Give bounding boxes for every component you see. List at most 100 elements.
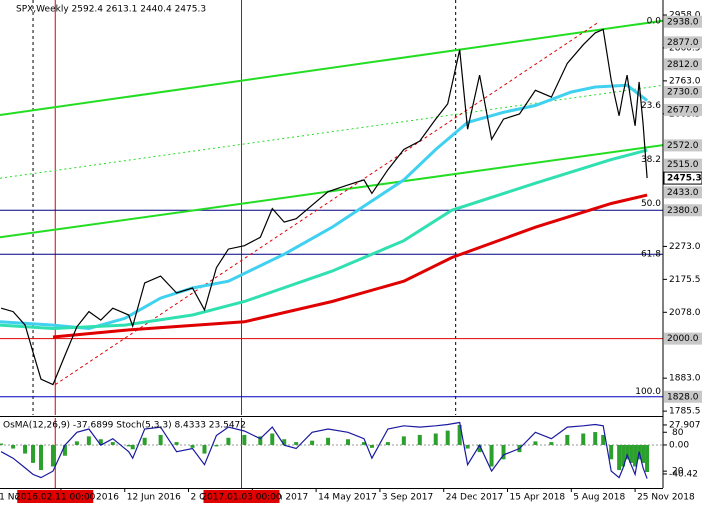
marker-box: [203, 490, 280, 503]
indicator-label: OsMA(12,26,9) -37.6899 Stoch(5,3,3) 8.43…: [3, 421, 246, 431]
price-tag: [664, 103, 702, 116]
osma-bar: [174, 442, 179, 445]
osma-bar: [621, 444, 626, 467]
y-tick-label: 2763.0: [669, 76, 701, 86]
osma-bar: [258, 436, 263, 445]
y-tick-label: 27.907: [669, 420, 701, 430]
osma-bar: [202, 444, 207, 454]
osma-bar: [226, 437, 231, 445]
marker-label: 2017.01.03 00:00: [201, 493, 282, 503]
trend-line: [0, 144, 663, 239]
osma-bar: [326, 437, 331, 445]
osma-bar: [310, 440, 315, 445]
price-tag: [663, 171, 702, 185]
fib-level-label: 23.6: [641, 101, 661, 111]
marker-label: 2016.02.11 00:00: [15, 493, 96, 503]
osma-bar: [417, 434, 422, 445]
moving-average: [52, 193, 648, 339]
osma-bar: [617, 444, 622, 471]
price-tag: [664, 204, 702, 217]
trend-line: [0, 84, 663, 179]
x-tick-label: 3 Sep 2017: [382, 493, 433, 503]
osma-bar: [369, 444, 374, 448]
osma-bar: [385, 442, 390, 445]
osma-bar: [609, 444, 614, 460]
oscillator-panel: [0, 418, 663, 488]
price-tag: [664, 58, 702, 71]
stoch-line: [0, 421, 648, 479]
price-panel: [0, 0, 663, 415]
y2-tick-label: 80: [672, 428, 684, 438]
fib-level-label: 61.8: [641, 250, 661, 260]
x-tick-label: 25 Nov 2018: [637, 493, 695, 503]
osma-bar: [270, 433, 275, 445]
trend-line: [0, 19, 663, 116]
osma-bar: [0, 443, 4, 445]
osma-bar: [39, 444, 44, 471]
osma-bar: [581, 433, 586, 445]
osma-bar: [158, 434, 163, 445]
fib-level-label: 100.0: [635, 387, 661, 397]
osma-bar: [294, 442, 299, 445]
moving-average: [0, 83, 649, 331]
y-tick-label: -40.42: [669, 469, 698, 479]
osma-bar: [62, 444, 67, 456]
fib-line: [55, 21, 600, 386]
x-tick-label: 24 Dec 2017: [446, 493, 504, 503]
price-tag: [664, 158, 702, 171]
fib-level-label: 50.0: [641, 199, 661, 209]
price-tag: [664, 36, 702, 49]
price-tag: [664, 15, 702, 28]
osma-bar: [593, 432, 598, 445]
osma-bar: [110, 442, 115, 445]
price-tag-label: 2433.0: [667, 188, 699, 198]
osma-bar: [457, 424, 462, 445]
fib-level-label: 38.2: [641, 155, 661, 165]
osma-bar: [11, 444, 16, 449]
y2-tick-label: 20: [672, 467, 684, 477]
price-tag-label: 2380.0: [667, 206, 699, 216]
price-tag-label: 2515.0: [667, 160, 699, 170]
price-tag: [664, 186, 702, 199]
x-tick-label: 14 May 2017: [318, 493, 377, 503]
y-tick-label: 1883.0: [669, 374, 701, 384]
osma-bar: [645, 444, 650, 472]
osma-bar: [361, 442, 366, 445]
osma-bar: [445, 430, 450, 445]
osma-bar: [190, 444, 195, 448]
price-tag-label: 2475.3: [667, 174, 702, 184]
price-tag: [664, 332, 702, 345]
osma-bar: [565, 434, 570, 445]
x-tick-label: 22 Jan 2017: [254, 493, 308, 503]
x-tick-label: 15 Apr 2018: [510, 493, 566, 503]
chart-title: SPX,Weekly 2592.4 2613.1 2440.4 2475.3: [16, 5, 206, 15]
osma-bar: [23, 444, 28, 454]
osma-bar: [601, 434, 606, 445]
osma-bar: [31, 444, 36, 463]
y-tick-label: 2860.5: [669, 43, 701, 53]
osma-bar: [98, 439, 103, 445]
osma-bar: [465, 444, 470, 449]
fib-level-label: 0.0: [647, 17, 662, 27]
price-tag: [664, 390, 702, 403]
price-tag-label: 2812.0: [667, 60, 699, 70]
price-tag-label: 2677.0: [667, 105, 699, 115]
osma-bar: [629, 444, 634, 463]
osma-bar: [489, 444, 494, 467]
price-tag-label: 2877.0: [667, 38, 699, 48]
y-tick-label: 2078.0: [669, 308, 701, 318]
osma-bar: [401, 436, 406, 445]
price-tag-label: 2000.0: [667, 334, 699, 344]
price-tag-label: 2938.0: [667, 17, 699, 27]
moving-average: [0, 148, 648, 331]
osma-bar: [282, 439, 287, 445]
osma-bar: [533, 441, 538, 445]
y-tick-label: 0.00: [669, 440, 689, 450]
osma-bar: [625, 444, 630, 460]
price-tag-label: 2572.0: [667, 141, 699, 151]
price-tag: [664, 86, 702, 99]
price-line: [0, 28, 648, 386]
